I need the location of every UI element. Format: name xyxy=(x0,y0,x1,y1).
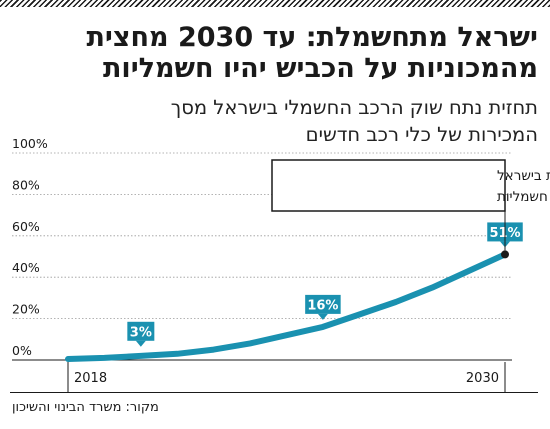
headline-line-1: ישראל מתחשמלת: עד 2030 מחצית xyxy=(86,22,538,53)
annotation-line-1: ב-2030 צפויות להיות בישראל xyxy=(497,168,550,184)
data-label-box xyxy=(305,294,341,314)
x-tick-label: 2030 xyxy=(466,371,499,386)
y-tick-label: 0% xyxy=(12,343,32,358)
headline-line-2: מהמכוניות על הכביש יהיו חשמליות xyxy=(102,53,538,84)
data-label-box xyxy=(127,321,155,341)
x-tick-label: 2018 xyxy=(74,371,107,386)
series-endpoint xyxy=(501,250,509,259)
subtitle-line-2: המכירות של כלי רכב חדשים xyxy=(305,123,538,146)
subtitle-line-1: תחזית נתח שוק הרכב החשמלי בישראל מסך xyxy=(170,96,538,119)
footer-divider xyxy=(10,392,538,393)
series-line xyxy=(65,251,508,362)
top-hatch-bar xyxy=(0,0,550,7)
source-note: מקור: משרד הבינוי והשיכון xyxy=(12,400,159,415)
data-label: 3% xyxy=(130,325,152,340)
subtitle: תחזית נתח שוק הרכב החשמלי בישראל מסך המכ… xyxy=(8,94,538,148)
y-tick-label: 80% xyxy=(12,177,40,192)
annotation-box xyxy=(271,159,506,212)
data-label: 16% xyxy=(307,298,338,313)
data-label-pointer xyxy=(135,340,146,347)
y-tick-label: 60% xyxy=(12,219,40,234)
data-label-pointer xyxy=(317,313,328,320)
y-tick-label: 100% xyxy=(12,136,48,151)
headline: ישראל מתחשמלת: עד 2030 מחצית מהמכוניות ע… xyxy=(8,22,538,84)
y-tick-label: 20% xyxy=(12,302,40,317)
annotation-line-2: יותר ממיליון מכוניות חשמליות xyxy=(497,189,550,205)
y-tick-label: 40% xyxy=(12,260,40,275)
